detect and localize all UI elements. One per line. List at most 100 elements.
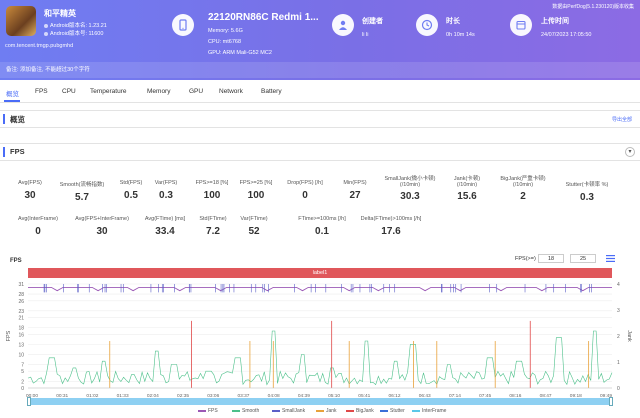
app-header: 和平精英 Android版本名: 1.23.21 Android版本号: 116… bbox=[0, 0, 640, 80]
y-tick-label: 13 bbox=[18, 342, 24, 348]
stat-value: 0 bbox=[302, 190, 308, 201]
stat-stats_row2-3: Std(FTime) 7.2 bbox=[173, 216, 253, 237]
device-title[interactable]: 22120RN86C Redmi 1... bbox=[208, 12, 319, 23]
y-tick-label: 10 bbox=[18, 352, 24, 358]
stat-label: Var(FTime) bbox=[240, 216, 268, 222]
tab-overview[interactable]: 概览 bbox=[6, 91, 19, 98]
stat-label: SmallJank(微小卡顿) (/10min) bbox=[384, 176, 436, 188]
note-bar[interactable]: 备注: 添加备注, 不能超过30个字符 bbox=[0, 62, 640, 78]
stat-stats_row1-1: Smooth(流畅指数) 5.7 bbox=[42, 180, 122, 203]
y-tick-label: 5 bbox=[21, 369, 24, 375]
stat-label: Jank(卡顿) (/10min) bbox=[453, 176, 481, 188]
tab-cpu[interactable]: CPU bbox=[62, 88, 76, 95]
smooth-series-line bbox=[27, 330, 613, 386]
tab-battery[interactable]: Battery bbox=[261, 88, 282, 95]
fps-threshold-input-1[interactable]: 18 bbox=[538, 254, 564, 263]
x-tick-label: 09:18 bbox=[570, 393, 582, 398]
x-tick-label: 00:31 bbox=[56, 393, 68, 398]
legend-item-bigjank[interactable]: BigJank bbox=[346, 408, 374, 414]
scrollbar-handle-left[interactable] bbox=[27, 397, 31, 406]
stat-value: 15.6 bbox=[457, 191, 477, 202]
chart-legend: FPS Smooth SmallJank Jank BigJank Stutter Inte… bbox=[0, 408, 640, 416]
stat-label: Avg(FPS) bbox=[18, 180, 42, 186]
legend-item-smalljank[interactable]: SmallJank bbox=[272, 408, 305, 414]
app-name: 和平精英 bbox=[44, 9, 76, 18]
stat-stats_row1-5: FPS>=25 [%] 100 bbox=[216, 180, 296, 201]
stat-stats_row2-1: Avg(FPS+InterFrame) 30 bbox=[62, 216, 142, 237]
legend-label: InterFrame bbox=[422, 408, 447, 414]
x-tick-label: 06:12 bbox=[389, 393, 401, 398]
x-tick-label: 03:06 bbox=[207, 393, 219, 398]
legend-label: SmallJank bbox=[282, 408, 306, 414]
stat-value: 2 bbox=[520, 191, 526, 202]
y-right-tick-label: 1 bbox=[617, 360, 620, 366]
legend-label: Jank bbox=[326, 408, 337, 414]
y-tick-label: 16 bbox=[18, 332, 24, 338]
app-icon bbox=[6, 6, 36, 36]
section-marker bbox=[3, 147, 5, 157]
legend-item-stutter[interactable]: Stutter bbox=[380, 408, 405, 414]
stat-stats_row1-0: Avg(FPS) 30 bbox=[0, 180, 70, 201]
stat-label: Avg(InterFrame) bbox=[18, 216, 58, 222]
stat-value: 0.3 bbox=[159, 190, 173, 201]
x-tick-label: 07:45 bbox=[479, 393, 491, 398]
fps-section-title: FPS bbox=[10, 147, 25, 156]
stat-stats_row1-10: BigJank(严重卡顿) (/10min) 2 bbox=[483, 174, 563, 202]
chart-menu-icon[interactable] bbox=[606, 255, 615, 262]
duration-value: 0h 10m 14s bbox=[446, 32, 475, 38]
stat-label: Var(FPS) bbox=[154, 180, 178, 186]
y-right-tick-label: 2 bbox=[617, 334, 620, 340]
x-tick-label: 08:16 bbox=[509, 393, 521, 398]
creator-value: li li bbox=[362, 32, 369, 38]
stat-label: Delta(FTime)>100ms [/h] bbox=[360, 216, 422, 222]
creator-label: 创建者 bbox=[362, 18, 383, 25]
y-tick-label: 2 bbox=[21, 379, 24, 385]
stat-stats_row1-7: Min(FPS) 27 bbox=[315, 180, 395, 201]
stat-value: 0 bbox=[35, 226, 41, 237]
tab-temperature[interactable]: Temperature bbox=[90, 88, 127, 95]
chart-scrollbar[interactable] bbox=[28, 398, 612, 405]
legend-item-jank[interactable]: Jank bbox=[316, 408, 337, 414]
legend-label: Smooth bbox=[242, 408, 260, 414]
tab-network[interactable]: Network bbox=[219, 88, 243, 95]
tab-memory[interactable]: Memory bbox=[147, 88, 171, 95]
collapse-button[interactable]: ▾ bbox=[625, 147, 635, 157]
x-tick-label: 05:10 bbox=[328, 393, 340, 398]
stat-label: FPS>=18 [%] bbox=[195, 180, 229, 186]
x-tick-label: 01:02 bbox=[86, 393, 98, 398]
legend-swatch bbox=[198, 409, 206, 412]
legend-swatch bbox=[412, 409, 420, 412]
stat-stats_row2-2: Avg(FTime) [ms] 33.4 bbox=[125, 216, 205, 237]
stat-label: Min(FPS) bbox=[343, 180, 367, 186]
scrollbar-handle-right[interactable] bbox=[609, 397, 613, 406]
legend-label: BigJank bbox=[356, 408, 374, 414]
fps-threshold-input-2[interactable]: 25 bbox=[570, 254, 596, 263]
stat-value: 0.1 bbox=[315, 226, 329, 237]
stat-stats_row2-4: Var(FTime) 52 bbox=[214, 216, 294, 237]
clock-icon bbox=[416, 14, 438, 36]
tab-gpu[interactable]: GPU bbox=[189, 88, 204, 95]
stat-value: 17.6 bbox=[381, 226, 401, 237]
label-band[interactable]: label1 bbox=[28, 268, 612, 278]
legend-item-smooth[interactable]: Smooth bbox=[232, 408, 259, 414]
tab-fps[interactable]: FPS bbox=[35, 88, 48, 95]
y-right-tick-label: 4 bbox=[617, 282, 620, 288]
export-all-button[interactable]: 导出全部 bbox=[611, 117, 632, 123]
legend-item-fps[interactable]: FPS bbox=[198, 408, 218, 414]
legend-label: FPS bbox=[208, 408, 218, 414]
stat-label: Std(FPS) bbox=[119, 180, 143, 186]
y-tick-label: 0 bbox=[21, 386, 24, 392]
y-tick-label: 26 bbox=[18, 299, 24, 305]
stat-value: 30 bbox=[24, 190, 36, 201]
collector-tip: 数据由PerfDog(5.1.230120)版本收集 bbox=[552, 4, 634, 10]
legend-item-interframe[interactable]: InterFrame bbox=[412, 408, 446, 414]
section-marker bbox=[3, 114, 5, 124]
stat-value: 5.7 bbox=[75, 192, 89, 203]
device-icon bbox=[172, 14, 194, 36]
y-tick-label: 7 bbox=[21, 363, 24, 369]
stat-value: 33.4 bbox=[155, 226, 175, 237]
x-tick-label: 06:43 bbox=[419, 393, 431, 398]
fps-section-header: FPS ▾ bbox=[0, 143, 640, 161]
stat-value: 7.2 bbox=[206, 226, 220, 237]
